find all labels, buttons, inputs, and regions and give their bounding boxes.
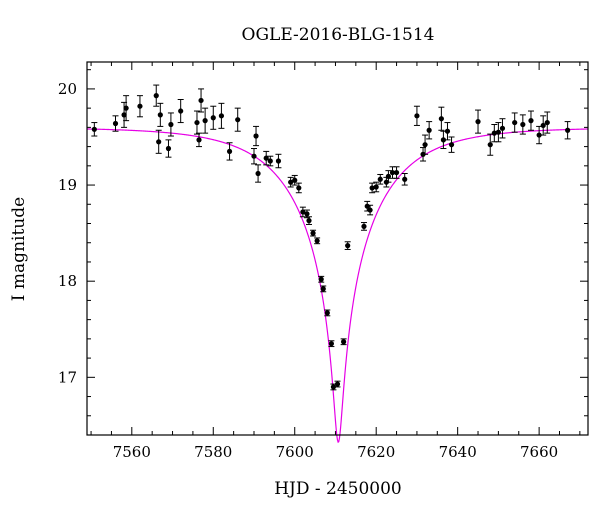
x-tick-label: 7580 — [194, 443, 232, 461]
data-point — [320, 286, 326, 292]
data-point — [544, 119, 550, 126]
data-point — [402, 176, 408, 182]
data-point — [198, 97, 204, 104]
data-point — [499, 125, 506, 131]
x-axis-label: HJD - 2450000 — [274, 479, 402, 499]
data-point — [178, 108, 184, 114]
data-point — [361, 223, 367, 229]
data-point — [196, 137, 202, 143]
data-point — [123, 105, 129, 111]
data-point — [210, 115, 216, 121]
data-point — [487, 142, 493, 148]
data-point — [91, 126, 97, 132]
data-point — [318, 276, 324, 282]
data-point — [367, 207, 373, 213]
data-point — [438, 116, 444, 122]
data-point — [369, 185, 375, 191]
data-point — [341, 339, 347, 345]
data-point — [426, 127, 432, 133]
data-point — [495, 129, 501, 135]
data-point — [377, 176, 383, 182]
plot-frame — [86, 61, 589, 436]
x-tick-label: 7600 — [276, 443, 314, 461]
data-point — [202, 118, 208, 124]
data-point — [373, 184, 379, 190]
data-point — [310, 230, 316, 236]
data-point — [263, 155, 269, 161]
model-curve — [86, 128, 589, 444]
data-point — [112, 120, 119, 127]
data-point — [306, 218, 312, 224]
y-tick-label: 20 — [58, 80, 77, 98]
y-tick-label: 17 — [58, 368, 77, 386]
data-point — [168, 121, 174, 128]
data-point — [304, 211, 310, 217]
data-point — [328, 341, 334, 347]
data-point — [156, 139, 162, 145]
data-point — [165, 145, 172, 152]
data-point — [137, 103, 143, 109]
data-point — [255, 170, 261, 177]
data-point — [267, 158, 273, 164]
x-tick-label: 7660 — [520, 443, 558, 461]
data-point — [520, 121, 526, 128]
plot-area: 7560 7580 7600 7620 7640 7660 17 18 19 20 — [58, 62, 589, 461]
data-point — [334, 381, 341, 387]
data-point — [491, 130, 497, 136]
data-point — [296, 185, 302, 191]
y-tick-label: 18 — [58, 272, 77, 290]
data-point — [226, 148, 233, 155]
data-point — [385, 173, 392, 179]
data-point — [121, 112, 127, 118]
data-point — [475, 119, 481, 125]
data-point — [251, 153, 257, 159]
data-point — [324, 310, 330, 316]
x-tick-label: 7640 — [439, 443, 477, 461]
data-point — [512, 119, 518, 126]
data-point — [153, 93, 159, 99]
data-point — [448, 142, 455, 148]
data-point — [528, 118, 534, 124]
data-point — [288, 179, 294, 185]
data-point — [194, 119, 200, 126]
x-tick-label: 7620 — [357, 443, 395, 461]
data-point — [275, 158, 282, 164]
data-point — [157, 112, 163, 118]
data-point — [393, 169, 400, 176]
chart-title: OGLE-2016-BLG-1514 — [242, 25, 435, 45]
data-point — [536, 132, 542, 138]
y-axis-label: I magnitude — [9, 197, 29, 301]
data-point — [422, 142, 428, 148]
data-point — [253, 133, 259, 139]
data-point — [235, 117, 241, 123]
data-point — [414, 113, 420, 119]
data-point — [300, 209, 306, 215]
data-point — [345, 243, 351, 249]
data-point — [330, 384, 337, 390]
data-point — [218, 113, 225, 119]
x-tick-label: 7560 — [113, 443, 151, 461]
data-point — [389, 169, 396, 176]
data-point — [292, 177, 298, 183]
y-tick-label: 19 — [58, 176, 77, 194]
data-point — [565, 127, 571, 133]
data-point — [444, 128, 451, 134]
data-point — [440, 137, 447, 143]
data-point — [540, 122, 546, 129]
data-point — [314, 238, 320, 244]
